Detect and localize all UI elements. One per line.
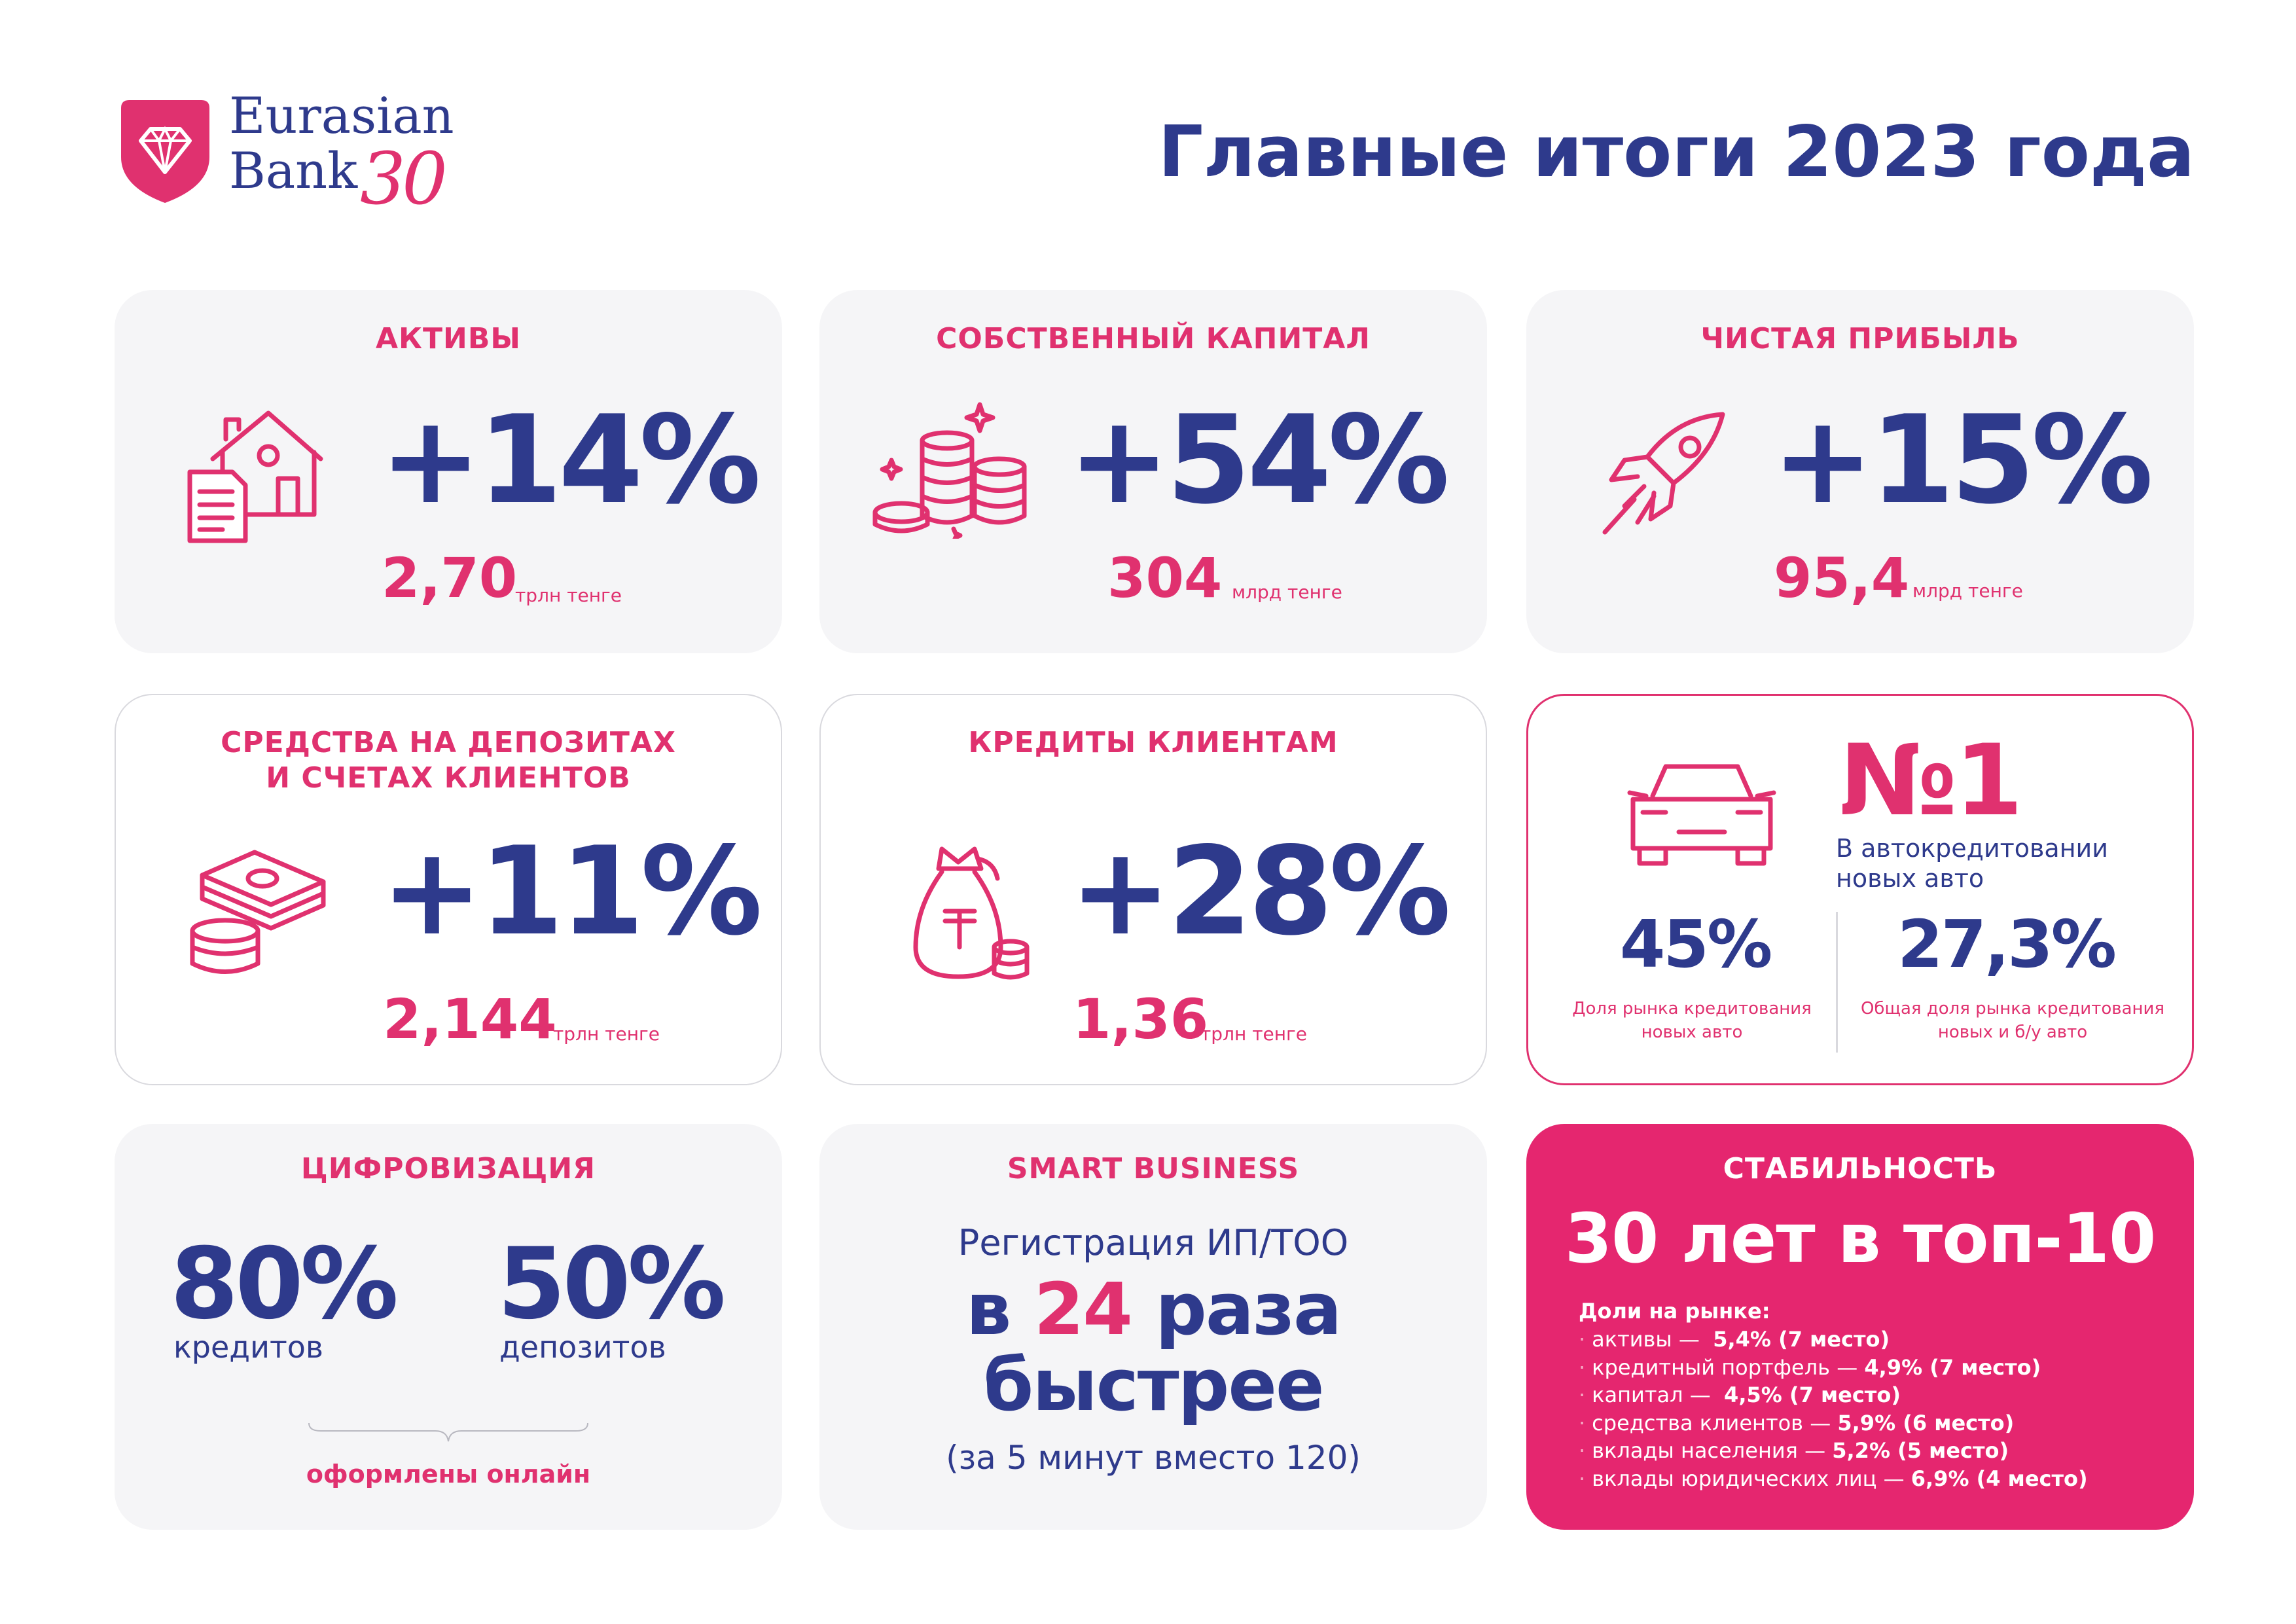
list-item: · средства клиентов — 5,9% (6 место) bbox=[1579, 1410, 2015, 1435]
deposits-value: 2,144 bbox=[383, 987, 557, 1051]
profit-unit: млрд тенге bbox=[1912, 580, 2023, 602]
market-share-header: Доли на рынке: bbox=[1579, 1299, 1770, 1324]
deposits-title-line1: СРЕДСТВА НА ДЕПОЗИТАХ bbox=[221, 726, 676, 759]
profit-value: 95,4 bbox=[1774, 546, 1910, 610]
digitalization-card: ЦИФРОВИЗАЦИЯ 80% кредитов 50% депозитов … bbox=[115, 1124, 782, 1530]
equity-growth: +54% bbox=[1068, 389, 1450, 531]
digitalization-title: ЦИФРОВИЗАЦИЯ bbox=[300, 1152, 596, 1185]
list-item: · вклады населения — 5,2% (5 место) bbox=[1579, 1438, 2009, 1463]
car-icon bbox=[1626, 760, 1777, 868]
loans-card: КРЕДИТЫ КЛИЕНТАМ +28% 1,36 трлн тенге bbox=[819, 694, 1487, 1085]
online-deposits-pct: 50% bbox=[497, 1227, 726, 1341]
online-deposits-label: депозитов bbox=[499, 1329, 666, 1365]
brand-name-line2: Bank bbox=[229, 141, 358, 200]
online-loans-pct: 80% bbox=[170, 1227, 399, 1341]
deposits-growth: +11% bbox=[381, 820, 762, 962]
assets-card: АКТИВЫ +14% 2,70 трлн тенге bbox=[115, 290, 782, 653]
assets-growth: +14% bbox=[380, 389, 761, 531]
online-footer: оформлены онлайн bbox=[306, 1460, 591, 1489]
loans-title: КРЕДИТЫ КЛИЕНТАМ bbox=[968, 726, 1338, 759]
assets-unit: трлн тенге bbox=[515, 585, 622, 606]
list-item: · кредитный портфель — 4,9% (7 место) bbox=[1579, 1354, 2041, 1380]
profit-growth: +15% bbox=[1772, 389, 2153, 531]
auto-new-share: 45% bbox=[1619, 906, 1772, 983]
deposits-card: СРЕДСТВА НА ДЕПОЗИТАХ И СЧЕТАХ КЛИЕНТОВ … bbox=[115, 694, 782, 1085]
speedup-number: 24 bbox=[1033, 1267, 1133, 1351]
rocket-icon bbox=[1598, 408, 1729, 545]
brand-name-line1: Eurasian bbox=[229, 86, 454, 145]
equity-title: СОБСТВЕННЫЙ КАПИТАЛ bbox=[936, 322, 1371, 355]
smart-business-headline-2: быстрее bbox=[983, 1343, 1324, 1427]
divider bbox=[1836, 912, 1838, 1053]
brand-name: Eurasian Bank bbox=[229, 88, 454, 198]
page-title: Главные итоги 2023 года bbox=[1158, 111, 2195, 193]
auto-rank: №1 bbox=[1839, 724, 2023, 838]
assets-title: АКТИВЫ bbox=[376, 322, 521, 355]
auto-total-share: 27,3% bbox=[1897, 906, 2117, 983]
smart-business-title: SMART BUSINESS bbox=[1007, 1152, 1300, 1185]
smart-business-headline: в 24 раза bbox=[965, 1267, 1342, 1351]
cash-coins-icon bbox=[189, 849, 327, 977]
profit-card: ЧИСТАЯ ПРИБЫЛЬ +15% 95,4 млрд тенге bbox=[1526, 290, 2194, 653]
equity-card: СОБСТВЕННЫЙ КАПИТАЛ +54% 304 млрд тенге bbox=[819, 290, 1487, 653]
list-item: · капитал — 4,5% (7 место) bbox=[1579, 1382, 1901, 1407]
coin-stacks-icon bbox=[872, 401, 1029, 545]
auto-description: В автокредитовании новых авто bbox=[1836, 834, 2108, 893]
auto-total-share-caption: Общая доля рынка кредитования новых и б/… bbox=[1860, 999, 2165, 1042]
stability-title: СТАБИЛЬНОСТЬ bbox=[1723, 1152, 1998, 1185]
brand-anniversary: 30 bbox=[360, 137, 448, 221]
smart-business-note: (за 5 минут вместо 120) bbox=[946, 1439, 1361, 1477]
money-bag-icon bbox=[912, 842, 1030, 983]
loans-growth: +28% bbox=[1069, 820, 1451, 962]
house-document-icon bbox=[187, 393, 324, 544]
brace-icon bbox=[308, 1422, 589, 1448]
brand-logo: Eurasian Bank 30 bbox=[115, 88, 481, 219]
auto-loans-card: №1 В автокредитовании новых авто 45% Дол… bbox=[1526, 694, 2194, 1085]
smart-business-subtitle: Регистрация ИП/ТОО bbox=[958, 1222, 1349, 1263]
diamond-logo-icon bbox=[115, 95, 216, 206]
deposits-title-line2: И СЧЕТАХ КЛИЕНТОВ bbox=[266, 761, 631, 795]
stability-card: СТАБИЛЬНОСТЬ 30 лет в топ-10 Доли на рын… bbox=[1526, 1124, 2194, 1530]
assets-value: 2,70 bbox=[382, 546, 518, 610]
profit-title: ЧИСТАЯ ПРИБЫЛЬ bbox=[1700, 322, 2020, 355]
market-share-list: · активы — 5,4% (7 место) · кредитный порт… bbox=[1579, 1326, 2088, 1492]
stability-headline: 30 лет в топ-10 bbox=[1564, 1199, 2157, 1278]
equity-value: 304 bbox=[1107, 546, 1223, 610]
online-loans-label: кредитов bbox=[173, 1329, 324, 1365]
smart-business-card: SMART BUSINESS Регистрация ИП/ТОО в 24 р… bbox=[819, 1124, 1487, 1530]
auto-new-share-caption: Доля рынка кредитования новых авто bbox=[1572, 999, 1812, 1042]
equity-unit: млрд тенге bbox=[1232, 581, 1342, 603]
deposits-unit: трлн тенге bbox=[553, 1023, 660, 1045]
loans-value: 1,36 bbox=[1073, 987, 1209, 1051]
loans-unit: трлн тенге bbox=[1200, 1023, 1307, 1045]
list-item: · вклады юридических лиц — 6,9% (4 место) bbox=[1579, 1466, 2088, 1491]
list-item: · активы — 5,4% (7 место) bbox=[1579, 1327, 1890, 1352]
